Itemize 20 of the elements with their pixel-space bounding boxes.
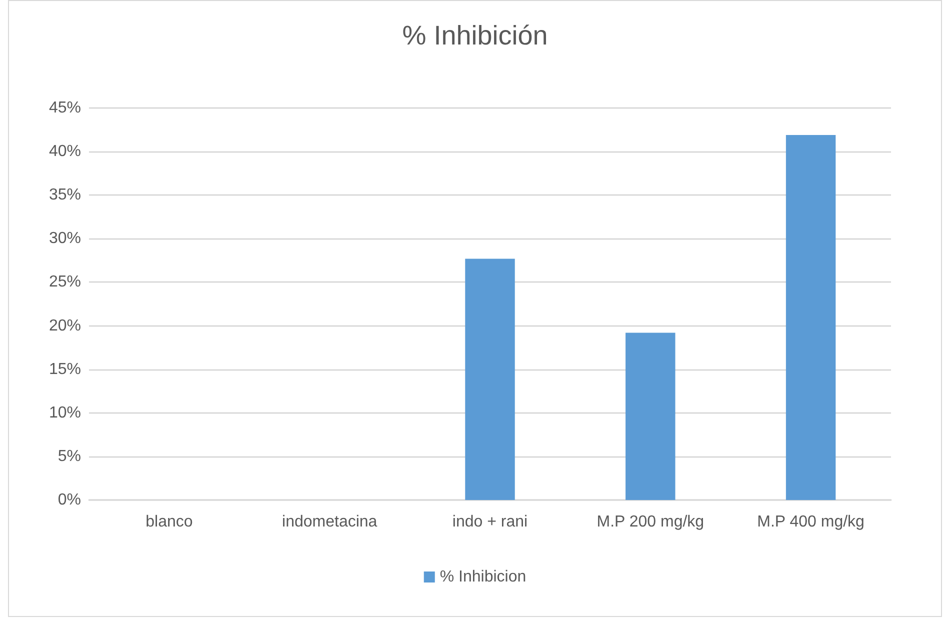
y-tick-label: 30%	[48, 230, 81, 248]
x-tick-label: blanco	[146, 514, 193, 530]
y-tick-label: 10%	[48, 404, 81, 422]
y-tick-label: 5%	[58, 448, 81, 465]
bar	[465, 258, 515, 500]
bar	[626, 332, 676, 500]
y-tick-label: 35%	[48, 186, 81, 204]
x-tick-label: M.P 400 mg/kg	[757, 514, 864, 530]
x-tick-label: indometacina	[282, 514, 378, 530]
y-tick-label: 20%	[48, 317, 81, 334]
y-tick-label: 0%	[58, 492, 81, 508]
chart-title: % Inhibición	[402, 20, 548, 50]
bar	[786, 135, 836, 500]
legend-label: % Inhibicion	[440, 568, 526, 586]
y-tick-label: 25%	[48, 274, 81, 291]
y-tick-label: 40%	[48, 143, 81, 160]
y-tick-label: 15%	[48, 360, 81, 378]
x-tick-label: M.P 200 mg/kg	[596, 514, 704, 530]
y-tick-label: 45%	[48, 100, 81, 116]
x-tick-label: indo + rani	[452, 514, 528, 530]
